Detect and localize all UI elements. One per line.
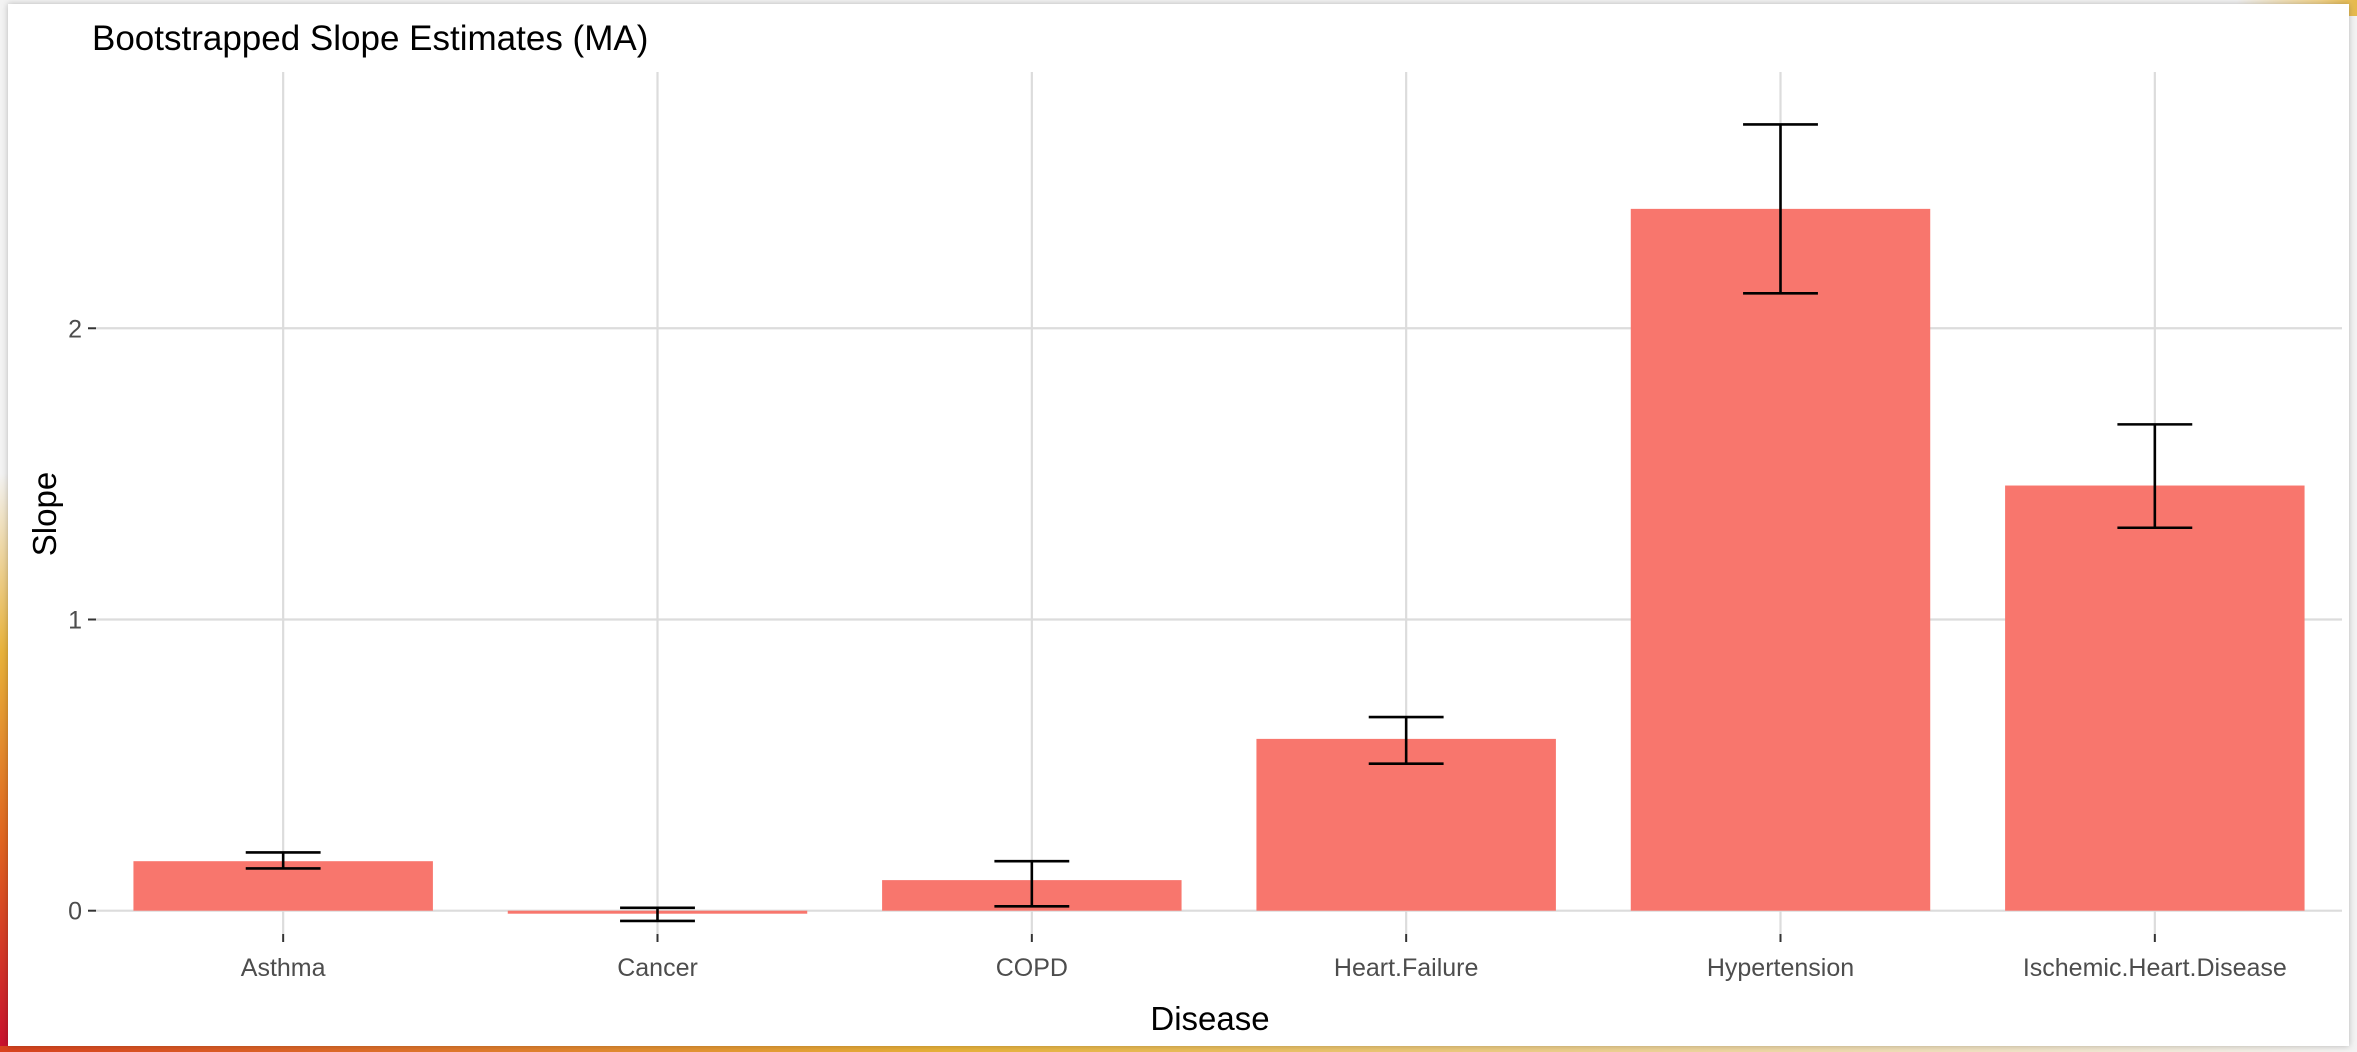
x-tick-label: Heart.Failure [1334,954,1479,982]
slide-bottom-accent [0,1046,2357,1052]
chart-title: Bootstrapped Slope Estimates (MA) [92,19,648,58]
x-tick-label: COPD [996,954,1068,982]
y-axis-title: Slope [26,472,63,556]
bar-layer [133,208,2305,914]
bar-ischemic-heart-disease [2005,485,2305,911]
bar-hypertension [1630,208,1931,911]
x-tick-label: Hypertension [1707,954,1854,982]
x-tick-label: Asthma [241,954,326,982]
x-axis-title: Disease [1150,1000,1269,1037]
bar-chart: 0 1 2 Asthma Cancer COPD Heart.Failure Hyperten… [26,19,2342,1037]
y-tick-label: 2 [68,315,82,343]
x-tick-label: Ischemic.Heart.Disease [2023,954,2287,982]
bar-heart-failure [1256,738,1556,911]
axis-layer: 0 1 2 Asthma Cancer COPD Heart.Failure Hyperten… [68,315,2287,982]
error-bar-layer [245,123,2193,923]
x-tick-label: Cancer [617,954,698,982]
chart-panel: 0 1 2 Asthma Cancer COPD Heart.Failure Hyperten… [8,4,2349,1046]
y-tick-label: 1 [68,606,82,634]
y-tick-label: 0 [68,898,82,926]
